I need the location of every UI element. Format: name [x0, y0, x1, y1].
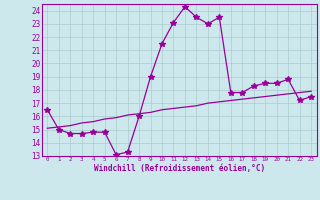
- X-axis label: Windchill (Refroidissement éolien,°C): Windchill (Refroidissement éolien,°C): [94, 164, 265, 173]
